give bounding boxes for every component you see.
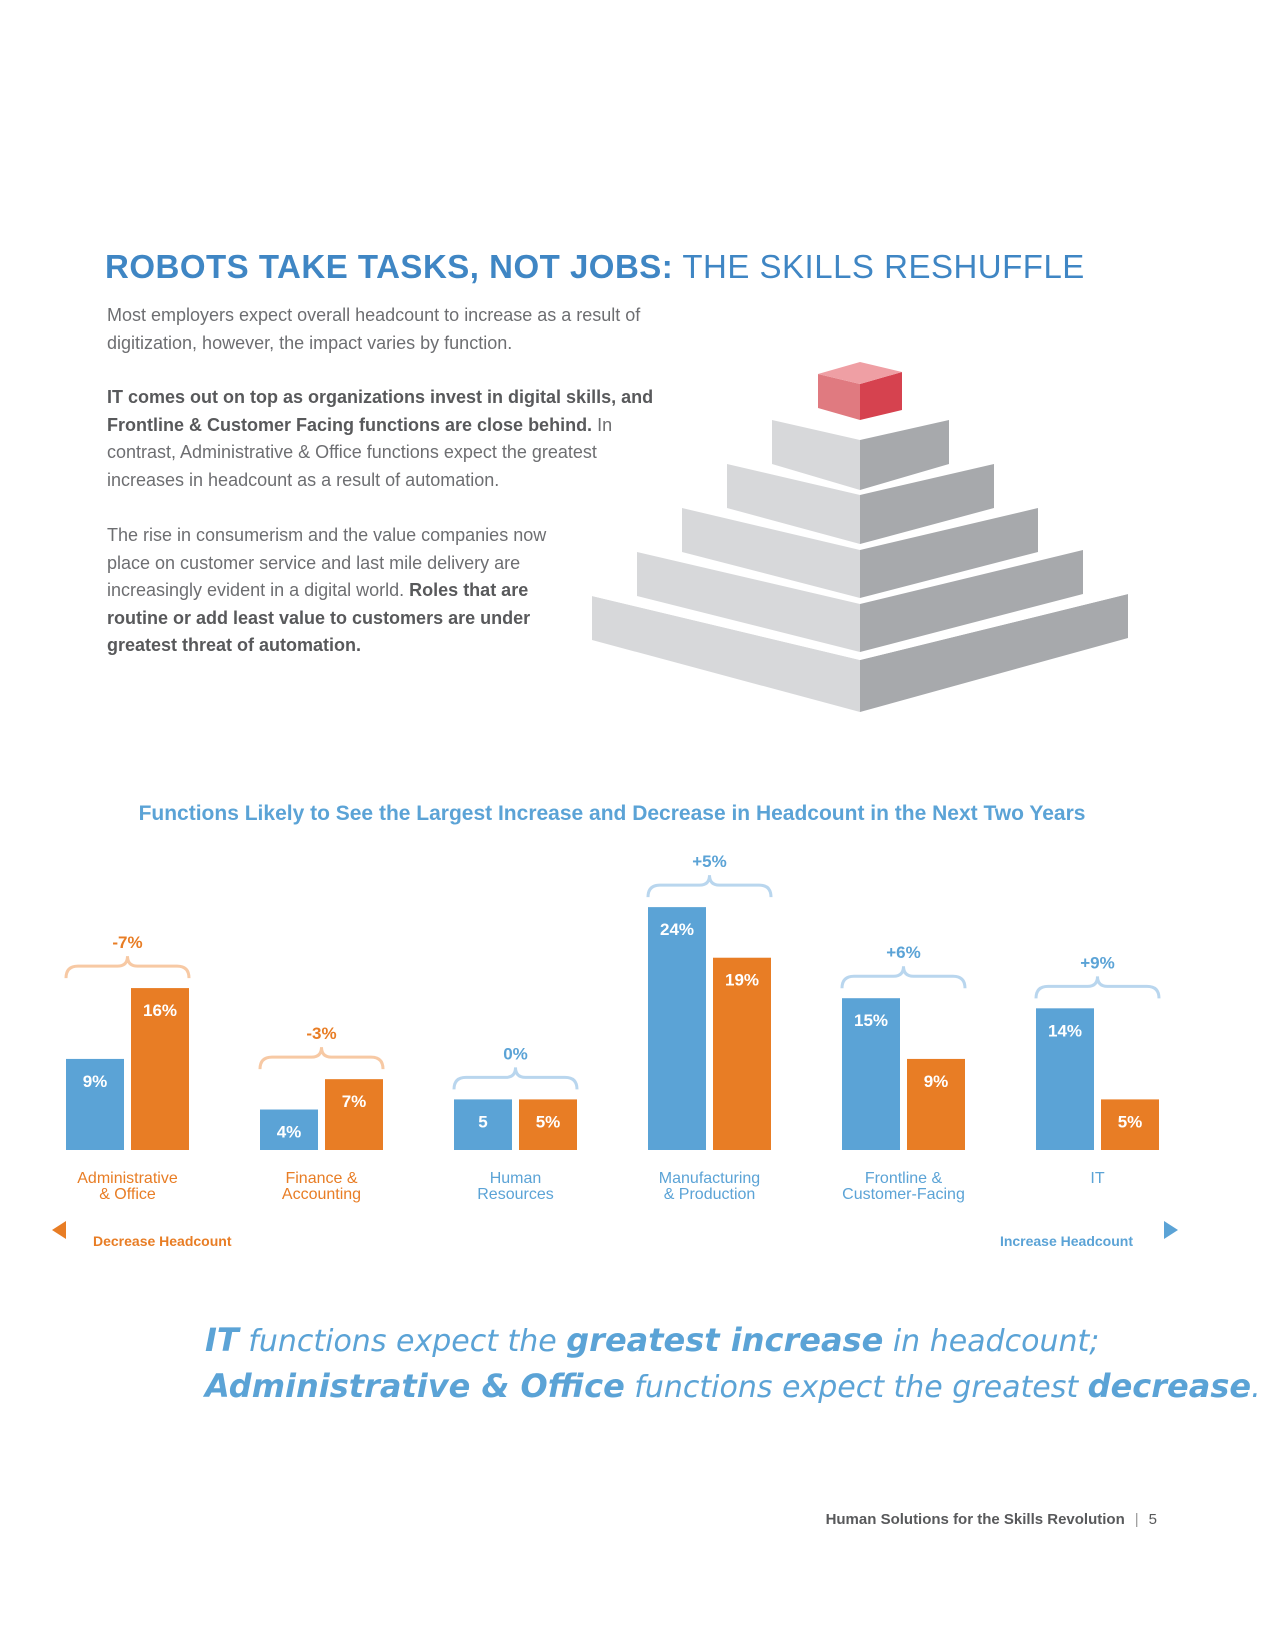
bar (325, 1079, 383, 1150)
paragraph: Most employers expect overall headcount … (107, 305, 641, 353)
bar (1036, 1008, 1094, 1150)
paragraph: IT comes out on top as organizations inv… (107, 387, 654, 490)
bar (1101, 1099, 1159, 1150)
difference-label: 0% (503, 1044, 528, 1063)
category-label: Administrative (77, 1170, 178, 1187)
bar (66, 1058, 124, 1150)
arrow-head (1164, 1221, 1178, 1239)
value-label: 9% (83, 1072, 108, 1091)
value-label: 5% (536, 1112, 561, 1131)
category-label: Frontline & (865, 1170, 943, 1187)
chart-title: Functions Likely to See the Largest Incr… (139, 802, 1086, 825)
pyramid-illustration (592, 362, 1128, 712)
category-label: IT (1090, 1170, 1104, 1187)
value-label: 16% (143, 1001, 177, 1020)
category-label: & Production (664, 1186, 756, 1203)
axis-label: Increase Headcount (1000, 1233, 1133, 1249)
category-label: Accounting (282, 1186, 361, 1203)
value-label: 24% (660, 920, 694, 939)
brace (646, 875, 773, 898)
value-label: 9% (924, 1072, 949, 1091)
bar (519, 1099, 577, 1150)
category-label: & Office (99, 1186, 156, 1203)
bar (648, 907, 706, 1150)
bar (713, 957, 771, 1150)
category-label: Human (490, 1170, 542, 1187)
brace (258, 1047, 385, 1070)
difference-label: -7% (112, 933, 142, 952)
category-label: Finance & (285, 1170, 357, 1187)
difference-label: +9% (1080, 953, 1115, 972)
value-label: 5% (1118, 1112, 1143, 1131)
category-label: Customer-Facing (842, 1186, 965, 1203)
brace (840, 966, 967, 989)
bar (260, 1109, 318, 1150)
axis-label: Decrease Headcount (93, 1233, 232, 1249)
difference-label: +6% (886, 943, 921, 962)
callout: IT functions expect the greatest increas… (205, 1321, 1261, 1405)
bar (131, 988, 189, 1150)
bar (907, 1058, 965, 1150)
arrow-head (52, 1221, 66, 1239)
paragraph: The rise in consumerism and the value co… (107, 525, 547, 655)
difference-label: +5% (692, 852, 727, 871)
category-label: Resources (477, 1186, 553, 1203)
value-label: 4% (277, 1123, 302, 1142)
footer: Human Solutions for the Skills Revolutio… (825, 1511, 1157, 1528)
value-label: 19% (725, 971, 759, 990)
brace (452, 1067, 579, 1090)
value-label: 15% (854, 1011, 888, 1030)
category-label: Manufacturing (659, 1170, 760, 1187)
value-label: 14% (1048, 1021, 1082, 1040)
value-label: 5 (478, 1112, 487, 1131)
bar (842, 998, 900, 1150)
heading: ROBOTS TAKE TASKS, NOT JOBS: THE SKILLS … (105, 248, 1085, 285)
brace (64, 955, 191, 979)
brace (1034, 976, 1161, 999)
bar (454, 1099, 512, 1150)
difference-label: -3% (306, 1024, 336, 1043)
value-label: 7% (342, 1092, 367, 1111)
